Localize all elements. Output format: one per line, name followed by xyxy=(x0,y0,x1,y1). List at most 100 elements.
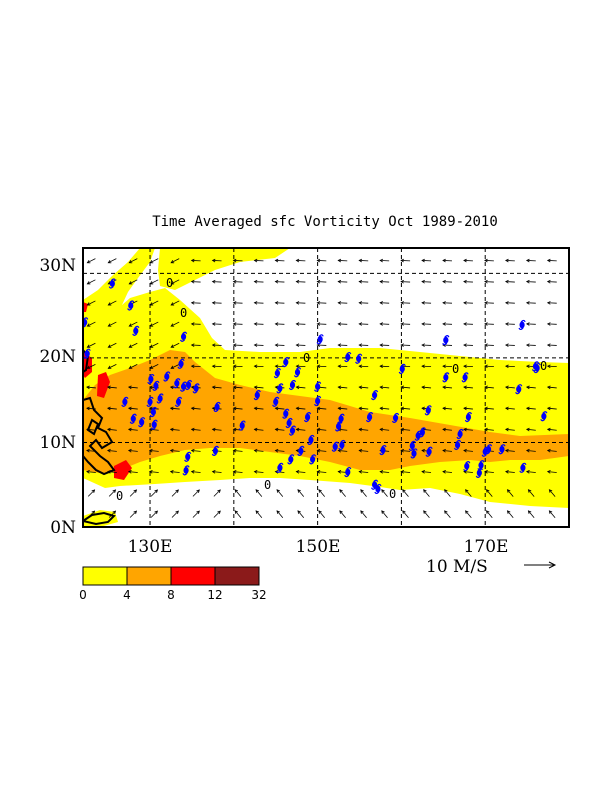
wind-vector xyxy=(86,386,96,389)
wind-vector xyxy=(87,489,95,497)
wind-vector-head xyxy=(421,448,425,453)
wind-vector xyxy=(380,386,390,389)
wind-vector xyxy=(423,510,430,519)
wind-vector-head xyxy=(316,470,321,474)
wind-vector-head xyxy=(379,322,384,326)
wind-vector-head xyxy=(86,448,90,453)
vector-scale-arrow xyxy=(524,561,557,569)
wind-vector xyxy=(484,428,494,431)
wind-vector-head xyxy=(484,279,488,284)
wind-vector-head xyxy=(190,427,195,432)
wind-vector xyxy=(108,363,117,369)
wind-vector xyxy=(296,386,306,389)
wind-vector xyxy=(86,407,96,410)
wind-vector-head xyxy=(546,448,551,453)
storm-genesis-point xyxy=(518,319,526,331)
wind-vector-head xyxy=(527,510,532,514)
wind-vector-head xyxy=(442,448,446,453)
wind-vector xyxy=(442,428,453,431)
wind-vector xyxy=(275,428,285,431)
wind-vector-head xyxy=(505,385,509,390)
wind-vector xyxy=(401,407,411,410)
wind-vector xyxy=(108,321,117,327)
wind-vector xyxy=(526,428,536,431)
wind-vector-head xyxy=(234,489,239,493)
wind-vector-head xyxy=(253,406,258,411)
storm-genesis-point xyxy=(398,363,406,374)
contour-label: 0 xyxy=(264,478,271,492)
coastline-mindanao xyxy=(86,418,100,436)
wind-vector xyxy=(108,489,116,497)
wind-vector xyxy=(170,279,180,285)
wind-vector-head xyxy=(400,258,404,263)
wind-vector-head xyxy=(548,489,553,493)
wind-vector-head xyxy=(232,322,237,326)
wind-vector-head xyxy=(358,343,363,347)
wind-vector-head xyxy=(337,322,342,326)
wind-vector xyxy=(254,450,264,452)
wind-vector xyxy=(297,510,305,519)
wind-vector-head xyxy=(337,301,342,305)
wind-vector xyxy=(507,489,514,497)
wind-vector-head xyxy=(465,510,469,514)
vorticity-band-8-12-nw xyxy=(83,302,88,312)
wind-vector-head xyxy=(217,510,221,515)
wind-vector xyxy=(128,450,138,452)
storm-genesis-point xyxy=(355,353,363,364)
wind-vector xyxy=(191,471,201,473)
storm-genesis-point xyxy=(285,417,293,429)
wind-vector xyxy=(505,407,515,410)
lon-label-130e: 130E xyxy=(128,537,173,557)
wind-vector-head xyxy=(170,344,175,348)
wind-vector xyxy=(463,471,473,473)
storm-genesis-point xyxy=(184,451,192,462)
wind-vector xyxy=(87,510,95,518)
storm-genesis-point xyxy=(410,448,418,459)
wind-vector-head xyxy=(297,510,301,514)
wind-vector xyxy=(170,428,180,431)
wind-vector-head xyxy=(86,427,90,432)
wind-vector xyxy=(191,428,201,431)
wind-vector-head xyxy=(86,281,91,285)
wind-vector-head xyxy=(400,279,404,284)
wind-vector-head xyxy=(546,406,551,411)
wind-vector-head xyxy=(442,364,446,369)
wind-vector xyxy=(402,489,409,497)
wind-vector-head xyxy=(421,343,425,347)
wind-vector-head xyxy=(525,343,530,347)
wind-vector-head xyxy=(525,470,530,474)
storm-genesis-point xyxy=(163,371,171,382)
wind-vector xyxy=(381,510,388,519)
wind-vector-head xyxy=(107,385,111,390)
storm-genesis-point xyxy=(213,401,221,413)
wind-vector xyxy=(380,428,390,431)
wind-vector-head xyxy=(525,279,530,284)
wind-vector xyxy=(549,489,556,497)
wind-vector-head xyxy=(190,364,195,369)
wind-vector-head xyxy=(190,470,195,474)
wind-vector xyxy=(86,450,96,452)
wind-vector-head xyxy=(505,406,509,411)
wind-vector-head xyxy=(546,427,551,432)
wind-vector xyxy=(463,428,473,431)
wind-vector-head xyxy=(133,489,138,493)
storm-genesis-point xyxy=(287,454,295,465)
storm-genesis-point xyxy=(475,467,483,478)
wind-vector-head xyxy=(379,301,384,305)
storm-genesis-point xyxy=(149,406,157,418)
wind-vector-head xyxy=(127,385,132,390)
wind-vector xyxy=(170,258,180,264)
wind-vector xyxy=(108,342,117,348)
lon-label-150e: 150E xyxy=(296,537,341,557)
wind-vector xyxy=(444,489,451,497)
storm-genesis-point xyxy=(484,444,493,455)
wind-vector-head xyxy=(337,343,342,347)
storm-genesis-point xyxy=(146,396,154,407)
wind-vector-head xyxy=(318,510,322,514)
wind-vector-head xyxy=(316,364,321,369)
wind-vector-head xyxy=(170,260,175,264)
wind-vector-head xyxy=(211,385,216,390)
wind-vector-head xyxy=(421,406,425,411)
wind-vector xyxy=(442,450,453,452)
wind-vector-head xyxy=(127,427,132,432)
